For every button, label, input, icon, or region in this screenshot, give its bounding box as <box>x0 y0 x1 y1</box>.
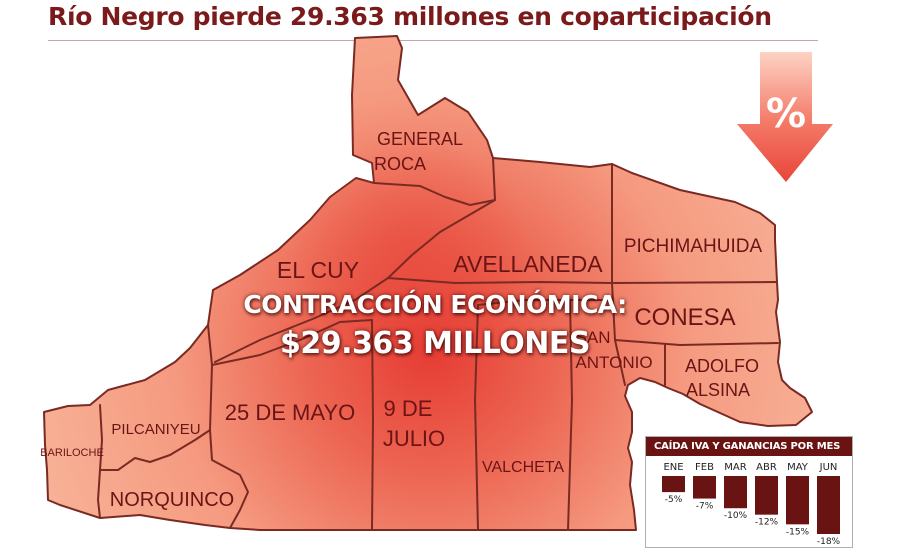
headline-amount: $29.363 MILLONES <box>280 326 590 361</box>
label-el-cuy: EL CUY <box>277 257 359 283</box>
month-label-may: MAY <box>787 462 809 473</box>
chart-title: CAÍDA IVA Y GANANCIAS POR MES <box>646 437 852 456</box>
bar-may <box>786 476 809 525</box>
label-bariloche: BARILOCHE <box>40 447 104 459</box>
label-conesa: CONESA <box>634 304 735 331</box>
bar-chart-svg: ENE -5% FEB -7% MAR -10% ABR -12% MAY -15% JUN -18% <box>662 462 841 547</box>
bar-jun <box>817 476 840 534</box>
bar-ene <box>662 476 685 493</box>
month-label-ene: ENE <box>663 462 683 473</box>
value-label-mar: -10% <box>724 511 748 521</box>
headline-line-1: CONTRACCIÓN ECONÓMICA: <box>243 290 627 319</box>
department-borders <box>97 157 779 531</box>
bar-mar <box>724 476 747 509</box>
bar-abr <box>755 476 778 515</box>
label-25-de-mayo: 25 DE MAYO <box>225 400 355 425</box>
label-san-antonio: SAN <box>576 328 611 347</box>
label-9-de-julio: 9 DE <box>384 396 433 421</box>
value-label-may: -15% <box>786 527 810 537</box>
value-label-jun: -18% <box>817 537 841 547</box>
month-label-feb: FEB <box>695 462 714 473</box>
department-labels: GENERAL ROCA EL CUY AVELLANEDA PICHIMAHU… <box>40 129 762 511</box>
svg-text:ANTONIO: ANTONIO <box>575 353 652 372</box>
label-adolfo-alsina: ADOLFO <box>685 356 759 376</box>
percent-symbol: % <box>766 91 806 137</box>
value-label-abr: -12% <box>755 518 779 528</box>
month-label-mar: MAR <box>724 462 746 473</box>
svg-text:ROCA: ROCA <box>374 154 426 174</box>
bar-feb <box>693 476 716 499</box>
page-title: Río Negro pierde 29.363 millones en copa… <box>48 2 772 31</box>
percent-down-arrow-icon: % <box>737 52 833 182</box>
month-label-abr: ABR <box>756 462 777 473</box>
month-label-jun: JUN <box>819 462 838 473</box>
value-label-feb: -7% <box>696 502 714 512</box>
svg-text:ALSINA: ALSINA <box>686 380 750 400</box>
svg-text:JULIO: JULIO <box>383 426 445 451</box>
label-avellaneda: AVELLANEDA <box>453 251 603 277</box>
label-pichimahuida: PICHIMAHUIDA <box>624 236 763 257</box>
title-divider <box>48 40 818 41</box>
label-general-roca: GENERAL <box>377 129 463 149</box>
label-valcheta: VALCHETA <box>482 459 564 476</box>
label-norquinco: NORQUINCO <box>110 489 234 511</box>
label-pilcaniyeu: PILCANIYEU <box>111 421 200 438</box>
value-label-ene: -5% <box>665 495 683 505</box>
monthly-decline-chart: CAÍDA IVA Y GANANCIAS POR MES ENE -5% FEB -… <box>645 436 853 548</box>
